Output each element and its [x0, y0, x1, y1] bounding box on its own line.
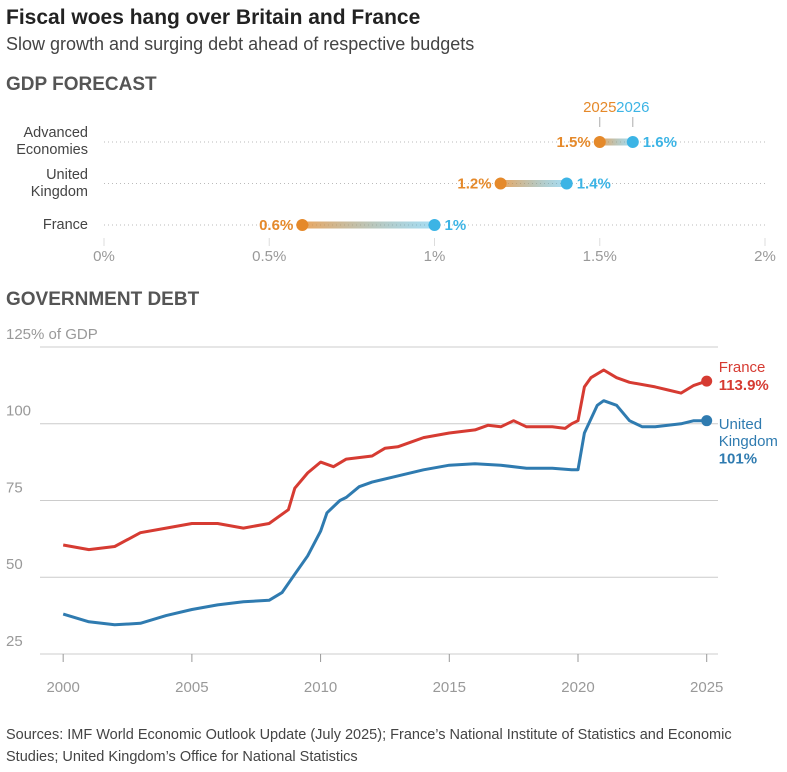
dot [296, 219, 309, 231]
line [62, 399, 707, 627]
x-tick-label: 2% [754, 248, 776, 265]
section-title: GOVERNMENT DEBT [6, 289, 200, 310]
y-tick-label: 50 [6, 556, 23, 573]
dot [626, 136, 639, 148]
subtitle: Slow growth and surging debt ahead of re… [6, 34, 475, 54]
x-tick-label: 1% [424, 248, 446, 265]
value-label: 1.4% [577, 175, 611, 192]
section-title: GDP FORECAST [6, 74, 157, 95]
series-label: France [718, 359, 766, 377]
dot [428, 219, 441, 231]
value-label: 1.2% [457, 175, 491, 192]
dot [494, 177, 507, 190]
end-dot [701, 375, 713, 387]
source: Sources: IMF World Economic Outlook Upda… [6, 727, 732, 765]
y-tick-label: 125% of GDP [6, 326, 98, 343]
connector [599, 138, 633, 146]
series-label: United Kingdom [718, 415, 778, 450]
category-label: France [42, 216, 88, 233]
end-dot [701, 415, 713, 427]
category-label: United Kingdom [30, 166, 88, 200]
x-tick-label: 0% [93, 248, 115, 265]
dot [593, 136, 606, 148]
line [62, 368, 708, 552]
x-tick-label: 2020 [561, 679, 594, 696]
end-value-label: 101% [719, 451, 757, 468]
x-tick-label: 2010 [304, 679, 337, 696]
y-tick-label: 75 [6, 479, 23, 496]
value-label: 1% [445, 217, 467, 234]
x-tick-label: 2015 [433, 679, 466, 696]
connector [302, 221, 435, 229]
x-tick-label: 2005 [175, 679, 208, 696]
y-tick-label: 100 [6, 403, 31, 420]
x-tick-label: 2025 [690, 679, 723, 696]
value-label: 1.5% [557, 134, 591, 151]
dot [560, 177, 573, 190]
category-label: Advanced Economies [16, 125, 88, 158]
connector [500, 180, 567, 187]
legend-label: 2025 [583, 99, 616, 116]
end-value-label: 113.9% [719, 377, 769, 394]
legend-label: 2026 [616, 99, 649, 116]
title: Fiscal woes hang over Britain and France [6, 6, 421, 29]
x-tick-label: 1.5% [583, 248, 617, 265]
value-label: 1.6% [643, 134, 677, 151]
x-tick-label: 2000 [46, 679, 79, 696]
y-tick-label: 25 [6, 633, 23, 650]
x-tick-label: 0.5% [252, 248, 286, 265]
value-label: 0.6% [259, 217, 293, 234]
